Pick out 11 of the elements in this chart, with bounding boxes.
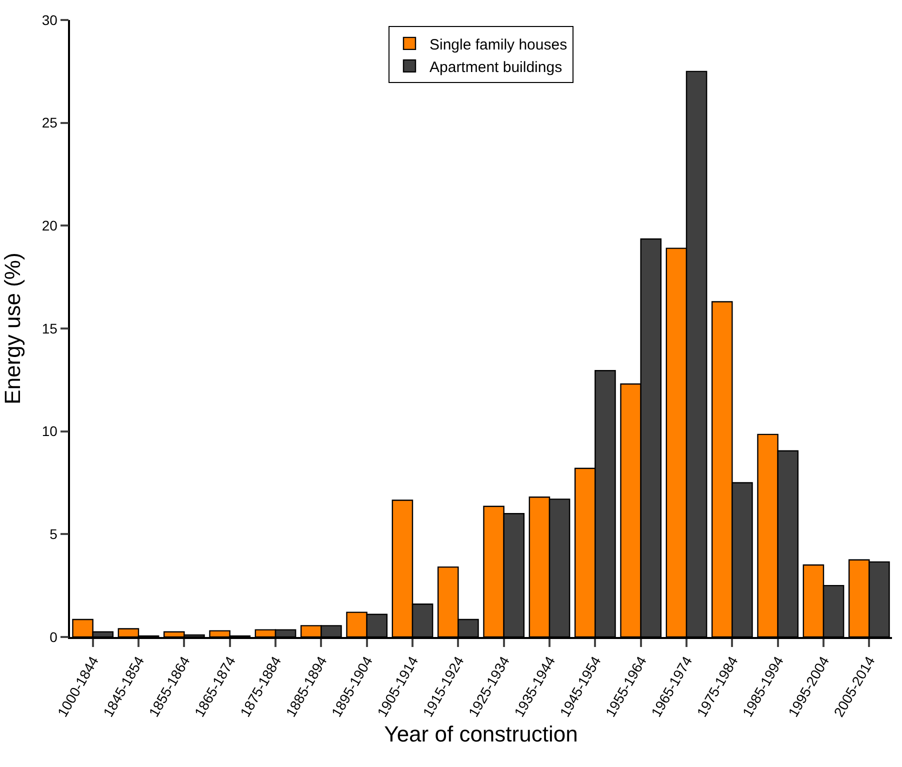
y-tick-label: 5 [50,526,58,542]
y-tick-label: 0 [50,628,58,645]
y-tick-label: 20 [42,218,58,234]
y-tick-label: 30 [42,12,58,28]
y-tick-label: 10 [42,423,58,440]
legend-label: Single family houses [430,36,568,54]
y-tick-label: 25 [42,114,58,131]
legend-label: Apartment buildings [430,58,562,76]
x-axis-title: Year of construction [384,722,578,747]
y-axis-title: Energy use (%) [0,252,25,404]
y-tick-label: 15 [42,320,58,336]
